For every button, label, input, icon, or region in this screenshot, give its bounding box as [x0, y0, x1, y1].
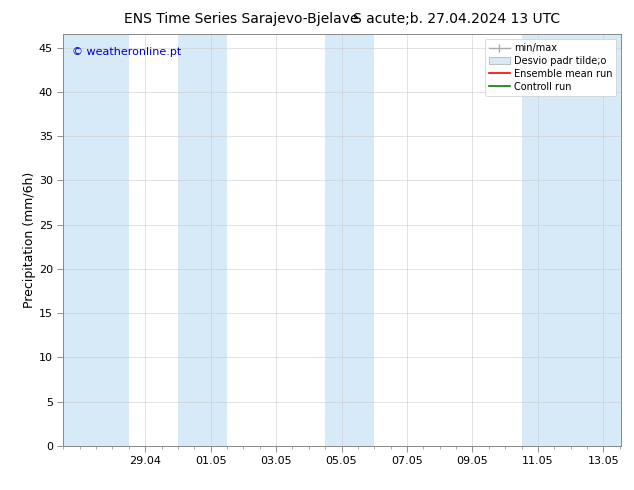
Bar — [522, 34, 621, 446]
Bar — [178, 34, 227, 446]
Text: ENS Time Series Sarajevo-Bjelave: ENS Time Series Sarajevo-Bjelave — [124, 12, 358, 26]
Text: © weatheronline.pt: © weatheronline.pt — [72, 47, 181, 57]
Y-axis label: Precipitation (mm/6h): Precipitation (mm/6h) — [23, 172, 36, 308]
Bar — [63, 34, 129, 446]
Legend: min/max, Desvio padr tilde;o, Ensemble mean run, Controll run: min/max, Desvio padr tilde;o, Ensemble m… — [485, 39, 616, 96]
Bar — [325, 34, 374, 446]
Text: S acute;b. 27.04.2024 13 UTC: S acute;b. 27.04.2024 13 UTC — [353, 12, 560, 26]
